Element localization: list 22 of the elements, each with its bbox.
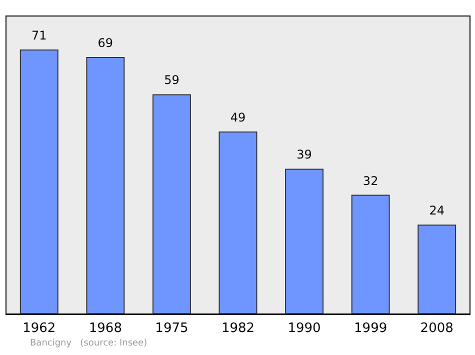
- data-label: 71: [32, 28, 47, 43]
- bar: [20, 50, 58, 314]
- data-label: 39: [296, 148, 312, 162]
- x-tick-label: 1962: [22, 321, 56, 336]
- x-tick-label: 1990: [288, 321, 321, 336]
- bar: [351, 194, 390, 314]
- data-label: 49: [230, 110, 246, 124]
- bar: [218, 131, 258, 314]
- data-label: 59: [164, 73, 180, 88]
- bar: [418, 224, 456, 314]
- bar: [86, 56, 125, 314]
- bar: [285, 168, 324, 314]
- text: Bancigny (source: Insee): [30, 338, 148, 348]
- x-tick-label: 2008: [420, 321, 454, 336]
- x-tick-label: 1975: [155, 321, 188, 336]
- bar: [152, 94, 191, 314]
- x-tick-label: 1982: [221, 321, 255, 336]
- x-tick-label: 1968: [88, 321, 122, 336]
- x-tick-label: 1999: [354, 321, 388, 336]
- data-label: 32: [362, 174, 378, 188]
- data-label: 69: [98, 36, 114, 50]
- data-label: 24: [429, 204, 444, 218]
